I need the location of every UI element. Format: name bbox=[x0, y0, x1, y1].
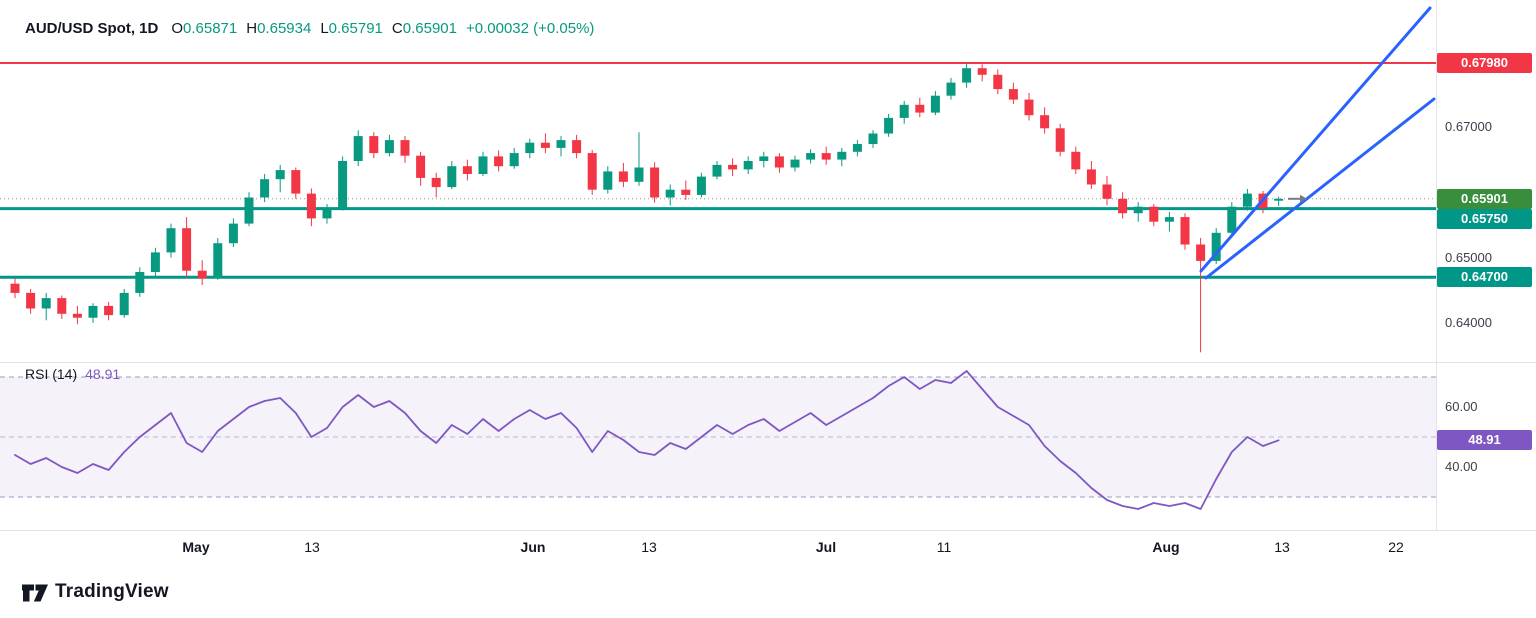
trendline[interactable] bbox=[1204, 97, 1436, 280]
candles[interactable] bbox=[10, 63, 1284, 353]
trendline[interactable] bbox=[1199, 6, 1432, 273]
rsi-value-badge: 48.91 bbox=[1437, 430, 1532, 450]
rsi-value: 48.91 bbox=[85, 366, 121, 382]
support2-price-badge: 0.64700 bbox=[1437, 267, 1532, 287]
symbol-legend: AUD/USD Spot, 1D O0.65871 H0.65934 L0.65791… bbox=[25, 20, 594, 37]
price-tick-label: 0.65000 bbox=[1445, 249, 1492, 265]
pane-separators bbox=[0, 0, 1536, 531]
time-tick-label: 22 bbox=[1388, 539, 1404, 555]
time-tick-label: 11 bbox=[936, 539, 952, 555]
price-axis[interactable]: 0.67000 0.65000 0.64000 60.00 40.00 bbox=[1436, 0, 1536, 530]
ohlc-H: H0.65934 bbox=[246, 20, 312, 37]
time-tick-label: 13 bbox=[304, 539, 320, 555]
time-tick-label: 13 bbox=[641, 539, 657, 555]
last-price-badge: 0.65901 bbox=[1437, 189, 1532, 209]
ohlc-O: O0.65871 bbox=[171, 20, 238, 37]
time-tick-label: 13 bbox=[1274, 539, 1290, 555]
price-tick-label: 0.67000 bbox=[1445, 119, 1492, 134]
rsi-title[interactable]: RSI (14) bbox=[25, 366, 78, 382]
price-change: +0.00032 (+0.05%) bbox=[465, 20, 595, 37]
time-axis[interactable]: May 13 Jun 13 Jul 11 Aug 13 22 bbox=[0, 530, 1436, 570]
resistance-price-badge: 0.67980 bbox=[1437, 53, 1532, 73]
price-tick-label: 0.64000 bbox=[1445, 314, 1492, 330]
rsi-line bbox=[14, 370, 1280, 510]
last-price-marker bbox=[1288, 194, 1307, 203]
rsi-band bbox=[0, 376, 1436, 498]
time-tick-label: Jun bbox=[520, 539, 546, 555]
time-tick-label: May bbox=[182, 539, 210, 555]
time-tick-label: Aug bbox=[1152, 539, 1180, 555]
tradingview-logo-text: TradingView bbox=[55, 581, 169, 602]
support1-price-badge: 0.65750 bbox=[1437, 209, 1532, 229]
rsi-tick-label: 60.00 bbox=[1445, 399, 1478, 414]
ohlc-C: C0.65901 bbox=[391, 20, 457, 37]
rsi-tick-label: 40.00 bbox=[1445, 459, 1478, 474]
symbol-title[interactable]: AUD/USD Spot, 1D bbox=[25, 20, 159, 37]
ohlc-L: L0.65791 bbox=[320, 20, 383, 37]
rsi-legend: RSI (14) 48.91 bbox=[25, 366, 120, 382]
tradingview-logo[interactable]: TradingView bbox=[22, 581, 169, 603]
time-tick-label: Jul bbox=[815, 539, 837, 555]
ohlc-values: O0.65871 H0.65934 L0.65791 C0.65901 bbox=[162, 20, 457, 37]
tradingview-logo-icon bbox=[22, 584, 48, 601]
